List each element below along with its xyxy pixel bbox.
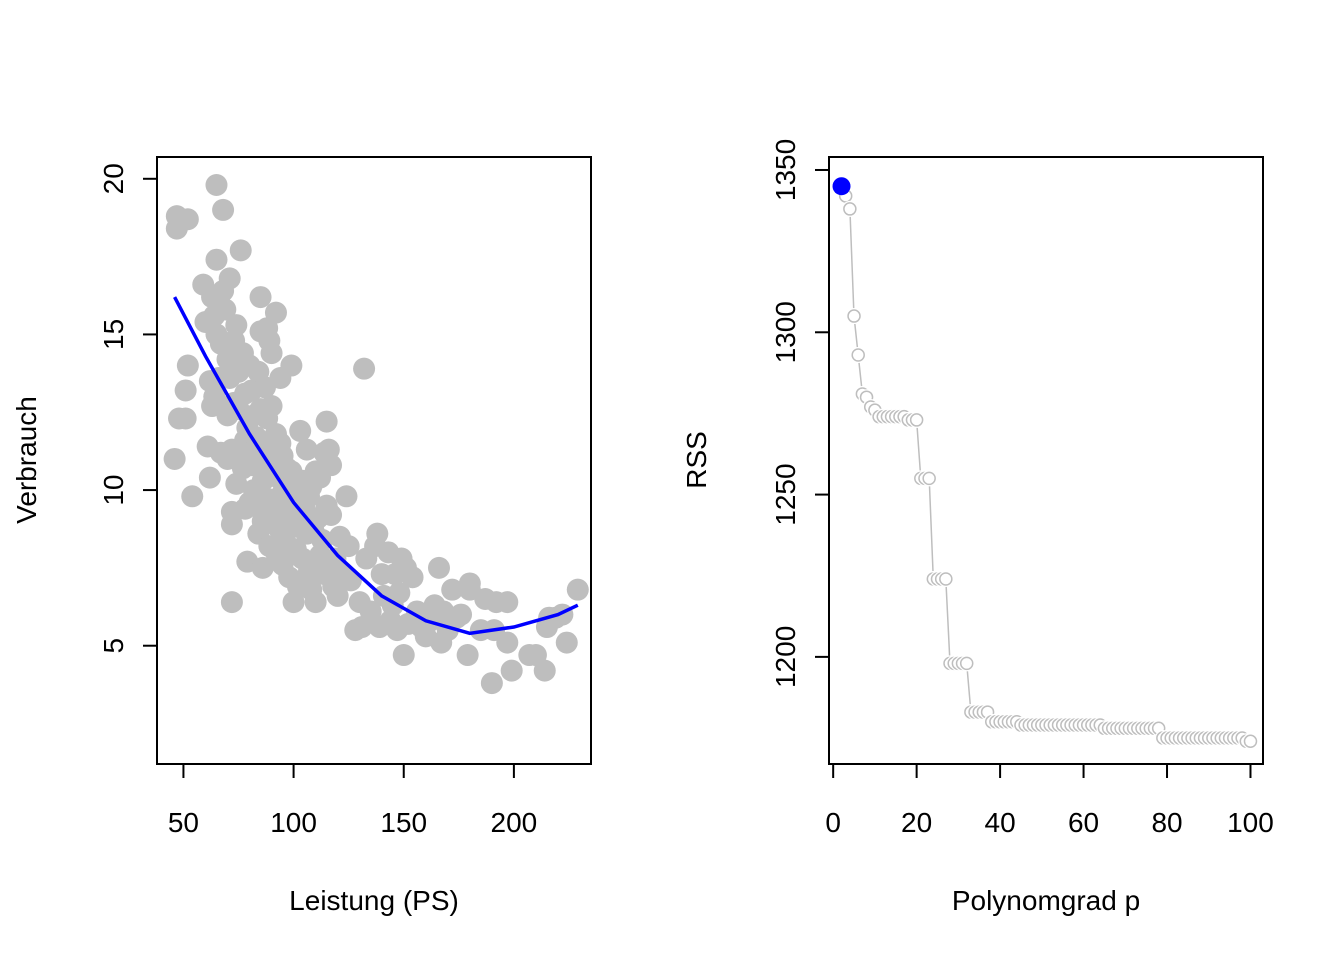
x-tick-label: 60 [1068,807,1099,838]
scatter-point [176,354,199,377]
y-axis-left: 5 10 15 20 [98,163,158,654]
scatter-point [249,286,272,309]
fit-curve [173,296,579,636]
scatter-point [456,644,479,667]
scatter-point [176,208,199,231]
scatter-point [229,239,252,262]
scatter-point [163,447,186,470]
rss-point [1243,734,1258,749]
highlight-point [832,177,851,196]
scatter-point [366,522,389,545]
scatter-point [326,584,349,607]
y-tick-label: 1350 [770,139,801,201]
scatter-point [320,503,343,526]
y-tick-label: 1300 [770,301,801,363]
rss-point [909,413,924,427]
y-tick-label: 5 [98,638,129,654]
scatter-point [496,631,519,654]
scatter-point [295,438,318,461]
scatter-point [212,198,235,221]
scatter-point [335,485,358,508]
rss-point [939,572,953,586]
scatter-points [163,174,589,695]
y-tick-label: 1200 [770,626,801,688]
scatter-point [401,566,424,589]
scatter-point [251,556,274,579]
scatter-point [388,581,411,604]
scatter-point [198,466,221,489]
scatter-point [218,267,241,290]
rss-points [833,178,1259,750]
y-tick-label: 15 [98,319,129,350]
rss-point [959,656,974,671]
y-tick-label: 20 [98,163,129,194]
rss-point [847,309,861,323]
scatter-point [220,591,243,614]
scatter-point [289,419,312,442]
scatter-point [205,248,228,271]
rss-point [843,202,857,216]
scatter-point [566,578,589,601]
y-tick-label: 1250 [770,463,801,525]
scatter-point [174,407,197,430]
scatter-point [181,485,204,508]
rss-panel: 0 20 40 60 80 100 1200 1250 1300 1350 Polynomgra… [681,139,1274,916]
y-tick-label: 10 [98,474,129,505]
y-axis-right: 1200 1250 1300 1350 [770,139,830,688]
scatter-point [320,454,343,477]
scatter-panel: 50 100 150 200 5 10 15 20 Leistung (PS) Verbra… [11,156,592,916]
x-tick-label: 40 [985,807,1016,838]
scatter-point [496,591,519,614]
scatter-point [450,603,473,626]
x-axis-right: 0 20 40 60 80 100 [825,763,1274,838]
x-axis-label-right: Polynomgrad p [952,885,1140,916]
scatter-point [304,591,327,614]
x-tick-label: 200 [491,807,538,838]
x-tick-label: 100 [270,807,317,838]
x-tick-label: 100 [1227,807,1274,838]
scatter-point [500,659,523,682]
scatter-point [260,342,283,365]
x-tick-label: 150 [380,807,427,838]
plot-frame-right [828,156,1264,765]
scatter-point [205,174,228,197]
scatter-point [214,298,237,321]
scatter-point [280,354,303,377]
y-axis-label-left: Verbrauch [11,396,42,524]
scatter-point [533,659,556,682]
scatter-point [225,314,248,337]
scatter-point [260,395,283,418]
x-axis-left: 50 100 150 200 [168,763,538,838]
x-tick-label: 20 [901,807,932,838]
x-tick-label: 80 [1151,807,1182,838]
rss-point [922,471,936,486]
x-axis-label-left: Leistung (PS) [289,885,459,916]
scatter-point [392,644,415,667]
scatter-point [441,578,464,601]
scatter-point [337,535,360,558]
rss-point [851,348,865,362]
x-tick-label: 50 [168,807,199,838]
scatter-point [353,357,376,380]
scatter-point [480,672,503,695]
rss-line [840,185,1251,743]
scatter-point [427,556,450,579]
scatter-point [555,631,578,654]
scatter-point [174,379,197,402]
scatter-point [264,301,287,324]
scatter-point [220,513,243,536]
x-tick-label: 0 [825,807,841,838]
y-axis-label-right: RSS [681,431,712,489]
scatter-point [315,410,338,433]
